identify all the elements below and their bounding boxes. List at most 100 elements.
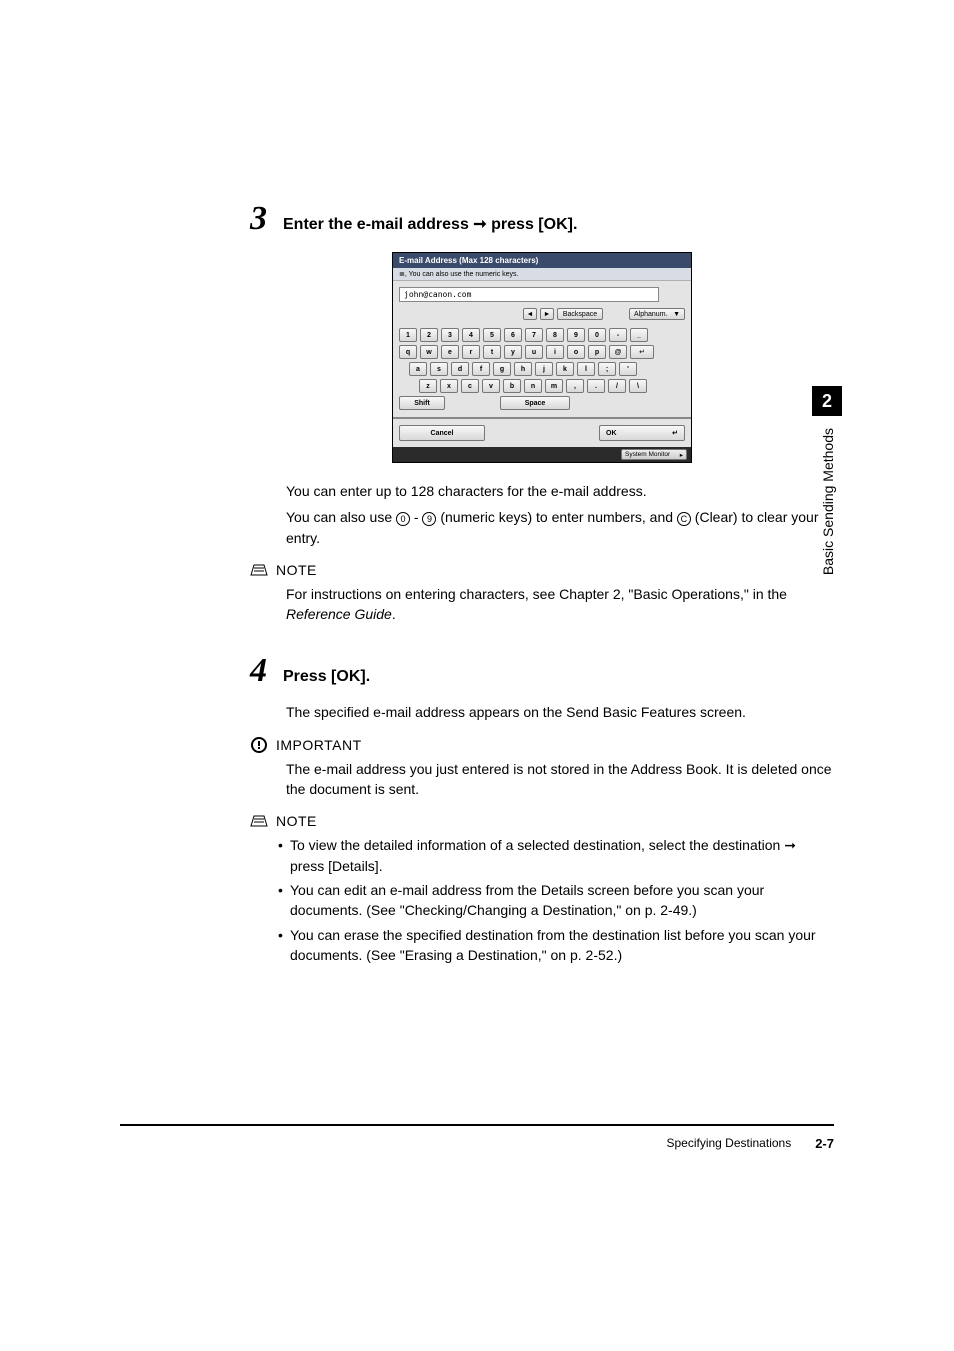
clear-key-icon: C xyxy=(677,512,691,526)
key-b[interactable]: b xyxy=(503,379,521,393)
bullet-3: You can erase the specified destination … xyxy=(278,925,834,966)
key-dash[interactable]: - xyxy=(609,328,627,342)
key-d[interactable]: d xyxy=(451,362,469,376)
key-a[interactable]: a xyxy=(409,362,427,376)
key-j[interactable]: j xyxy=(535,362,553,376)
key-semicolon[interactable]: ; xyxy=(598,362,616,376)
key-e[interactable]: e xyxy=(441,345,459,359)
step4-p1: The specified e-mail address appears on … xyxy=(286,702,834,722)
key-t[interactable]: t xyxy=(483,345,501,359)
note-text-a: For instructions on entering characters,… xyxy=(286,586,787,602)
input-toolbar: ◄ ► Backspace Alphanum. ▼ xyxy=(393,308,691,324)
system-monitor-button[interactable]: System Monitor ▸ xyxy=(621,449,687,460)
footer-page: 2-7 xyxy=(815,1136,834,1151)
key-1[interactable]: 1 xyxy=(399,328,417,342)
step3-p1: You can enter up to 128 characters for t… xyxy=(286,481,834,501)
cursor-right-button[interactable]: ► xyxy=(540,308,554,320)
key-shift[interactable]: Shift xyxy=(399,396,445,410)
note-bullets: To view the detailed information of a se… xyxy=(278,835,834,965)
key-z[interactable]: z xyxy=(419,379,437,393)
p2a: You can also use xyxy=(286,509,396,525)
step-title: Press [OK]. xyxy=(283,668,370,686)
important-label: IMPORTANT xyxy=(276,737,362,753)
key-2[interactable]: 2 xyxy=(420,328,438,342)
kbd-row-1: 1 2 3 4 5 6 7 8 9 0 - _ xyxy=(399,328,685,342)
key-s[interactable]: s xyxy=(430,362,448,376)
email-input[interactable]: john@canon.com xyxy=(399,287,659,302)
note-icon xyxy=(250,814,268,828)
email-entry-screenshot: E-mail Address (Max 128 characters) ≣, Y… xyxy=(392,252,692,463)
key-6[interactable]: 6 xyxy=(504,328,522,342)
note-heading-2: NOTE xyxy=(250,813,834,829)
important-icon xyxy=(250,738,268,752)
input-mode-dropdown[interactable]: Alphanum. ▼ xyxy=(629,308,685,320)
key-i[interactable]: i xyxy=(546,345,564,359)
key-f[interactable]: f xyxy=(472,362,490,376)
key-r[interactable]: r xyxy=(462,345,480,359)
key-v[interactable]: v xyxy=(482,379,500,393)
key-underscore[interactable]: _ xyxy=(630,328,648,342)
key-n[interactable]: n xyxy=(524,379,542,393)
key-period[interactable]: . xyxy=(587,379,605,393)
step3-p2: You can also use 0 - 9 (numeric keys) to… xyxy=(286,507,834,548)
kbd-row-2: q w e r t y u i o p @ ↵ xyxy=(399,345,685,359)
key-enter[interactable]: ↵ xyxy=(630,345,654,359)
input-row: john@canon.com xyxy=(393,281,691,308)
dialog-hint: ≣, You can also use the numeric keys. xyxy=(393,268,691,281)
key-w[interactable]: w xyxy=(420,345,438,359)
onscreen-keyboard: 1 2 3 4 5 6 7 8 9 0 - _ q w e r t y u xyxy=(393,324,691,417)
key-slash[interactable]: / xyxy=(608,379,626,393)
triangle-right-icon: ▸ xyxy=(680,451,683,459)
ok-button[interactable]: OK ↵ xyxy=(599,425,685,441)
note-label: NOTE xyxy=(276,562,317,578)
important-text: The e-mail address you just entered is n… xyxy=(286,759,834,800)
key-8[interactable]: 8 xyxy=(546,328,564,342)
p2b: - xyxy=(410,509,422,525)
key-y[interactable]: y xyxy=(504,345,522,359)
hint-icon: ≣, xyxy=(399,271,409,278)
note-icon xyxy=(250,563,268,577)
numeric-key-0-icon: 0 xyxy=(396,512,410,526)
cursor-left-button[interactable]: ◄ xyxy=(523,308,537,320)
step-title: Enter the e-mail address ➞ press [OK]. xyxy=(283,214,577,234)
key-backslash[interactable]: \ xyxy=(629,379,647,393)
b1a: To view the detailed information of a se… xyxy=(290,837,784,853)
system-monitor-label: System Monitor xyxy=(625,451,670,458)
key-at[interactable]: @ xyxy=(609,345,627,359)
key-k[interactable]: k xyxy=(556,362,574,376)
key-4[interactable]: 4 xyxy=(462,328,480,342)
note-label: NOTE xyxy=(276,813,317,829)
bullet-2: You can edit an e-mail address from the … xyxy=(278,880,834,921)
status-bar: System Monitor ▸ xyxy=(393,447,691,462)
hint-text: You can also use the numeric keys. xyxy=(409,271,519,278)
numeric-key-9-icon: 9 xyxy=(422,512,436,526)
key-m[interactable]: m xyxy=(545,379,563,393)
key-q[interactable]: q xyxy=(399,345,417,359)
step-number: 3 xyxy=(250,200,267,238)
key-x[interactable]: x xyxy=(440,379,458,393)
key-9[interactable]: 9 xyxy=(567,328,585,342)
step-title-a: Enter the e-mail address xyxy=(283,216,473,233)
key-5[interactable]: 5 xyxy=(483,328,501,342)
b1b: press [Details]. xyxy=(290,858,383,874)
key-h[interactable]: h xyxy=(514,362,532,376)
key-l[interactable]: l xyxy=(577,362,595,376)
backspace-button[interactable]: Backspace xyxy=(557,308,603,320)
key-p[interactable]: p xyxy=(588,345,606,359)
ok-label: OK xyxy=(606,430,617,437)
note-text-b: Reference Guide xyxy=(286,606,392,622)
key-7[interactable]: 7 xyxy=(525,328,543,342)
key-3[interactable]: 3 xyxy=(441,328,459,342)
key-space[interactable]: Space xyxy=(500,396,570,410)
cancel-button[interactable]: Cancel xyxy=(399,425,485,441)
key-comma[interactable]: , xyxy=(566,379,584,393)
key-g[interactable]: g xyxy=(493,362,511,376)
note-text-c: . xyxy=(392,606,396,622)
key-apostrophe[interactable]: ' xyxy=(619,362,637,376)
key-u[interactable]: u xyxy=(525,345,543,359)
key-c[interactable]: c xyxy=(461,379,479,393)
key-0[interactable]: 0 xyxy=(588,328,606,342)
key-o[interactable]: o xyxy=(567,345,585,359)
enter-icon: ↵ xyxy=(672,429,678,437)
dialog-buttons: Cancel OK ↵ xyxy=(393,417,691,447)
